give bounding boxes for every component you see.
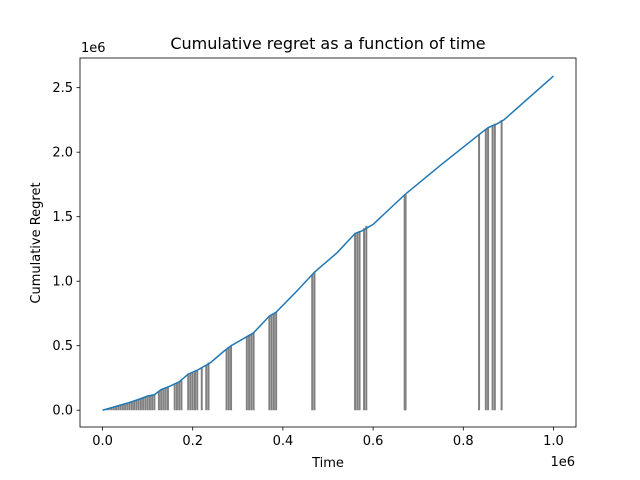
y-tick-label: 1.0 — [52, 275, 73, 290]
cumulative-regret-line — [102, 75, 554, 411]
y-tick-label: 2.0 — [52, 146, 73, 161]
plot-frame — [79, 57, 577, 428]
x-tick-label: 0.8 — [453, 434, 474, 449]
y-axis: 0.0 0.5 1.0 1.5 2.0 2.5 — [52, 81, 80, 419]
y-offset-label: 1e6 — [81, 41, 106, 56]
y-tick-label: 1.5 — [52, 210, 73, 225]
x-tick-label: 0.6 — [363, 434, 384, 449]
x-tick-label: 0.0 — [92, 434, 113, 449]
y-axis-label: Cumulative Regret — [29, 182, 44, 303]
x-offset-label: 1e6 — [550, 455, 575, 470]
x-axis: 0.0 0.2 0.4 0.6 0.8 1.0 — [92, 427, 564, 449]
chart-title: Cumulative regret as a function of time — [170, 34, 485, 53]
plot-area — [79, 57, 577, 428]
y-tick-label: 2.5 — [52, 81, 73, 96]
x-tick-label: 1.0 — [543, 434, 564, 449]
x-tick-label: 0.2 — [182, 434, 203, 449]
x-tick-label: 0.4 — [273, 434, 294, 449]
y-tick-label: 0.5 — [52, 339, 73, 354]
series-layer — [102, 75, 554, 411]
x-axis-label: Time — [311, 456, 344, 471]
regret-spikes — [106, 119, 503, 411]
y-tick-label: 0.0 — [52, 404, 73, 419]
